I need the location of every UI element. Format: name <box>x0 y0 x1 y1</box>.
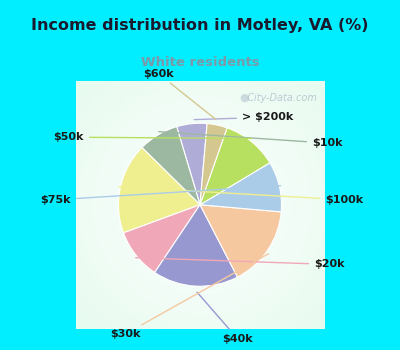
Text: $40k: $40k <box>197 292 253 344</box>
Text: $20k: $20k <box>136 258 344 270</box>
Text: City-Data.com: City-Data.com <box>241 93 317 103</box>
Text: $60k: $60k <box>143 69 216 119</box>
Wedge shape <box>155 205 238 286</box>
Wedge shape <box>124 205 200 273</box>
Text: Income distribution in Motley, VA (%): Income distribution in Motley, VA (%) <box>31 18 369 33</box>
Text: > $200k: > $200k <box>194 112 293 122</box>
Wedge shape <box>142 127 200 205</box>
Text: White residents: White residents <box>141 56 259 69</box>
Wedge shape <box>200 124 227 205</box>
Text: $75k: $75k <box>41 186 280 205</box>
Wedge shape <box>200 128 270 205</box>
Wedge shape <box>177 123 207 205</box>
Wedge shape <box>200 163 282 212</box>
Text: $100k: $100k <box>119 187 363 205</box>
Text: $50k: $50k <box>54 132 251 142</box>
Text: ●: ● <box>240 93 250 103</box>
Wedge shape <box>118 147 200 233</box>
Text: $30k: $30k <box>110 254 269 339</box>
Wedge shape <box>200 205 281 277</box>
Text: $10k: $10k <box>159 132 342 148</box>
